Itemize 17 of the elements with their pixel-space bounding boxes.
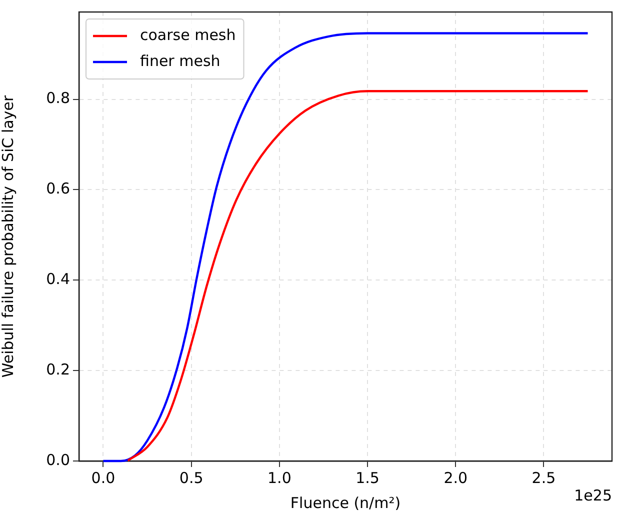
line-series: [126, 90, 589, 462]
y-axis-title: Weibull failure probability of SiC layer: [0, 94, 17, 378]
x-tick-label: 2.5: [532, 468, 556, 487]
legend-label: coarse mesh: [140, 26, 236, 44]
y-tick-label: 0.6: [46, 180, 70, 198]
y-tick-label: 0.2: [46, 360, 70, 378]
text: 1e25: [574, 486, 612, 504]
x-axis-title: Fluence (n/m²): [290, 494, 401, 512]
x-tick-label: 0.0: [91, 468, 116, 487]
y-tick-label: 0.4: [46, 270, 70, 288]
x-tick-label: 2.0: [444, 468, 468, 487]
x-tick-label: 1.0: [267, 468, 292, 487]
x-tick-label: 0.5: [179, 468, 204, 487]
legend-label: finer mesh: [140, 52, 220, 70]
y-tick-label: 0.8: [46, 89, 70, 108]
y-tick-label: 0.0: [46, 450, 70, 469]
x-tick-label: 1.5: [356, 468, 380, 487]
